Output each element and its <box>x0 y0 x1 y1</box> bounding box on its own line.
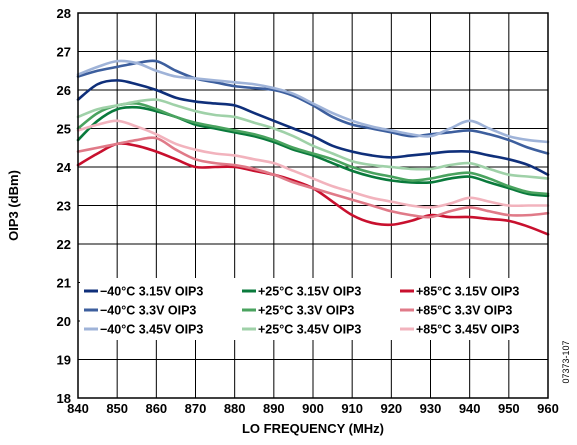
series-line-40-c-3-3v-oip3 <box>76 59 550 155</box>
x-tick-label: 940 <box>459 401 481 416</box>
x-axis-title: LO FREQUENCY (MHz) <box>242 421 384 436</box>
x-tick-label: 910 <box>341 401 363 416</box>
legend-entry-40-c-3-45v-oip3: −40°C 3.45V OIP3 <box>100 323 203 337</box>
series-line-25-c-3-3v-oip3 <box>76 101 550 196</box>
series-line-85-c-3-3v-oip3 <box>76 136 550 219</box>
series-line-40-c-3-15v-oip3 <box>76 79 550 176</box>
series-line-40-c-3-45v-oip3 <box>76 59 550 144</box>
x-tick-label: 920 <box>380 401 402 416</box>
legend-background <box>80 278 550 340</box>
legend-entry-40-c-3-3v-oip3: −40°C 3.3V OIP3 <box>100 304 196 318</box>
legend-entry-25-c-3-15v-oip3: +25°C 3.15V OIP3 <box>258 285 361 299</box>
series-layer <box>76 59 550 236</box>
grid <box>77 12 549 399</box>
series-line-85-c-3-45v-oip3 <box>76 119 550 209</box>
y-tick-label: 25 <box>57 122 71 137</box>
y-tick-label: 20 <box>57 314 71 329</box>
y-tick-labels: 18 19 20 21 22 23 24 25 26 27 28 <box>57 6 72 406</box>
x-tick-label: 870 <box>185 401 207 416</box>
y-axis-title: OIP3 (dBm) <box>6 170 21 241</box>
x-tick-label: 880 <box>224 401 246 416</box>
plot-frame <box>77 12 549 399</box>
y-tick-label: 18 <box>57 391 71 406</box>
legend-entry-85-c-3-45v-oip3: +85°C 3.45V OIP3 <box>416 323 519 337</box>
y-tick-label: 19 <box>57 353 71 368</box>
x-tick-label: 840 <box>67 401 89 416</box>
legend-entry-25-c-3-45v-oip3: +25°C 3.45V OIP3 <box>258 323 361 337</box>
series-line-25-c-3-15v-oip3 <box>76 105 550 198</box>
y-tick-label: 26 <box>57 83 71 98</box>
y-tick-label: 24 <box>57 160 72 175</box>
y-tick-label: 23 <box>57 199 71 214</box>
figure-id: 07373-107 <box>561 340 571 383</box>
legend-entry-85-c-3-3v-oip3: +85°C 3.3V OIP3 <box>416 304 512 318</box>
x-tick-label: 860 <box>145 401 167 416</box>
y-tick-label: 22 <box>57 237 71 252</box>
legend-entry-25-c-3-3v-oip3: +25°C 3.3V OIP3 <box>258 304 354 318</box>
series-line-25-c-3-45v-oip3 <box>76 98 550 180</box>
y-tick-label: 21 <box>57 276 71 291</box>
y-tick-label: 28 <box>57 6 71 21</box>
x-tick-label: 890 <box>263 401 285 416</box>
legend-entry-85-c-3-15v-oip3: +85°C 3.15V OIP3 <box>416 285 519 299</box>
x-tick-labels: 840 850 860 870 880 890 900 910 920 930 940 950 960 <box>67 401 559 416</box>
x-tick-label: 900 <box>302 401 324 416</box>
x-tick-label: 960 <box>537 401 559 416</box>
x-tick-label: 850 <box>106 401 128 416</box>
y-tick-label: 27 <box>57 45 71 60</box>
x-tick-label: 930 <box>420 401 442 416</box>
x-tick-label: 950 <box>498 401 520 416</box>
legend: −40°C 3.15V OIP3 −40°C 3.3V OIP3 −40°C 3.4… <box>80 278 550 340</box>
legend-entry-40-c-3-15v-oip3: −40°C 3.15V OIP3 <box>100 285 203 299</box>
